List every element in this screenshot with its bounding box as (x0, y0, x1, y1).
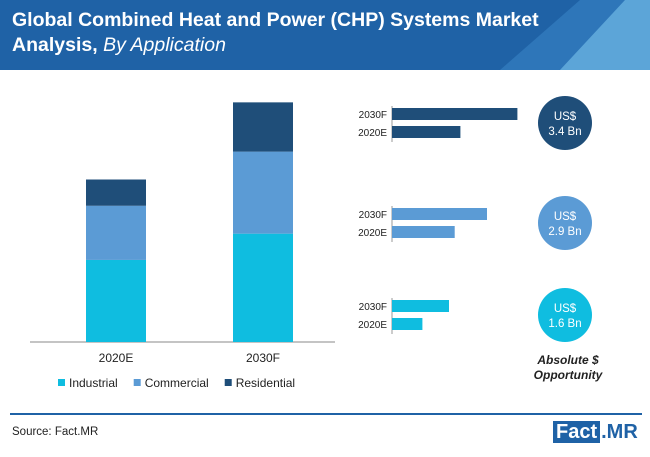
annotation-line-1: Absolute $ (536, 353, 599, 367)
hbar-label: 2020E (358, 128, 387, 139)
chart-area: 2020E 2030F Industrial Commercial Residentia… (30, 96, 604, 390)
bar-residential-2020e (86, 179, 146, 206)
bar-residential-2030f (233, 102, 293, 152)
hbar-2020e-group-3 (392, 318, 423, 330)
hbar-label: 2030F (359, 302, 387, 313)
footer-divider (10, 413, 642, 415)
annotation-line-2: Opportunity (534, 368, 604, 382)
logo-fact: Fact (553, 421, 601, 443)
bar-commercial-2030f (233, 151, 293, 234)
title-subtitle: By Application (103, 34, 226, 56)
header-banner: Global Combined Heat and Power (CHP) Sys… (0, 0, 650, 70)
page-title: Global Combined Heat and Power (CHP) Sys… (12, 8, 572, 58)
bar-industrial-2030f (233, 233, 293, 342)
opportunity-value: 3.4 Bn (548, 126, 581, 138)
opportunity-value: 1.6 Bn (548, 318, 581, 330)
opportunity-currency: US$ (554, 111, 577, 123)
hbar-2030f-group-3 (392, 300, 449, 312)
legend-label-commercial: Commercial (145, 376, 209, 390)
source-note: Source: Fact.MR (12, 426, 99, 438)
opportunity-value: 2.9 Bn (548, 226, 581, 238)
hbar-label: 2020E (358, 228, 387, 239)
opportunity-bubble (538, 96, 592, 150)
hbar-2030f-group-2 (392, 208, 487, 220)
hbar-label: 2020E (358, 320, 387, 331)
x-tick-label: 2030F (246, 351, 280, 365)
opportunity-bubble (538, 288, 592, 342)
legend-swatch-commercial (133, 379, 141, 386)
hbar-2020e-group-2 (392, 226, 455, 238)
opportunity-currency: US$ (554, 303, 577, 315)
hbar-label: 2030F (359, 210, 387, 221)
bar-commercial-2020e (86, 205, 146, 260)
header-decoration (500, 0, 650, 70)
logo-mr: .MR (601, 421, 638, 443)
legend-swatch-industrial (58, 379, 65, 386)
hbar-2030f-group-1 (392, 108, 518, 120)
hbar-label: 2030F (359, 110, 387, 121)
legend-label-industrial: Industrial (69, 376, 118, 390)
hbar-2020e-group-1 (392, 126, 461, 138)
legend-label-residential: Residential (236, 376, 295, 390)
opportunity-currency: US$ (554, 211, 577, 223)
factmr-logo: Fact .MR (553, 420, 638, 444)
opportunity-bubble (538, 196, 592, 250)
title-text: Global Combined Heat and Power (CHP) Sys… (12, 9, 539, 56)
legend-swatch-residential (224, 379, 232, 386)
bar-industrial-2020e (86, 259, 146, 342)
x-tick-label: 2020E (99, 351, 134, 365)
